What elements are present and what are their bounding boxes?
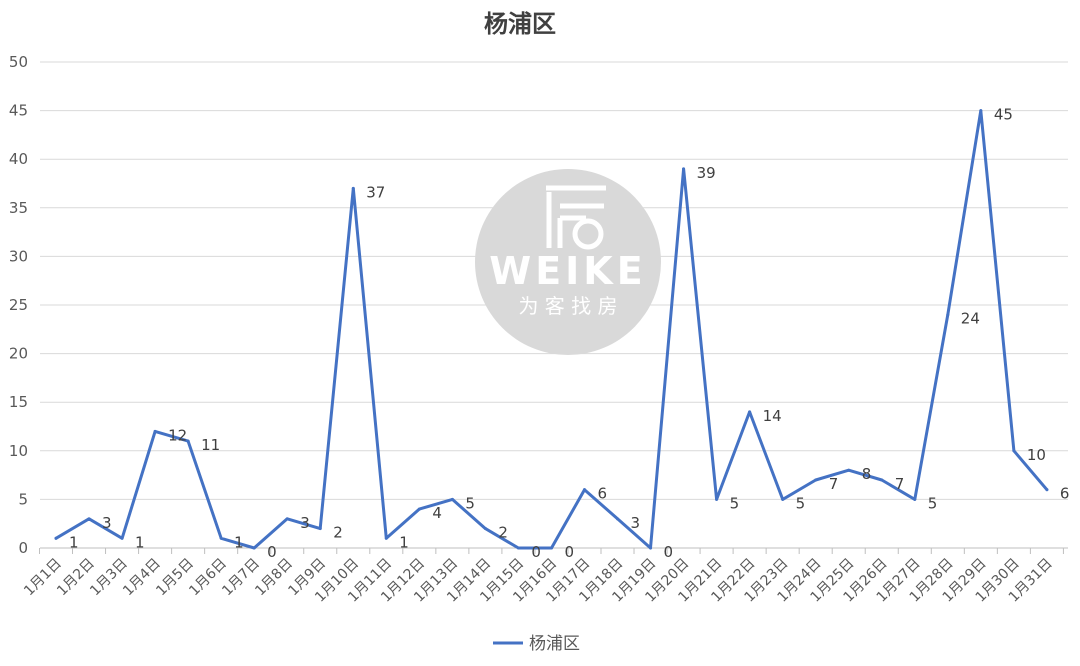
data-point [186,439,190,443]
data-label: 1 [399,533,409,551]
data-label: 10 [1027,446,1046,464]
legend-label: 杨浦区 [529,634,580,654]
data-point [120,536,124,540]
data-point [153,429,157,433]
data-point [616,517,620,521]
y-tick-label: 30 [9,247,28,265]
data-point [748,410,752,414]
data-point [880,478,884,482]
y-tick-label: 25 [9,296,28,314]
data-label: 5 [465,494,475,512]
data-label: 7 [895,475,905,493]
data-point [252,546,256,550]
data-point [318,527,322,531]
data-point [1045,488,1049,492]
data-label: 3 [631,514,641,532]
y-tick-label: 35 [9,199,28,217]
watermark-circle [475,169,661,355]
data-point [913,497,917,501]
data-point [715,497,719,501]
data-point [351,186,355,190]
y-tick-label: 0 [18,539,28,557]
data-label: 1 [69,533,79,551]
data-point [814,478,818,482]
data-label: 7 [829,475,839,493]
y-tick-label: 15 [9,393,28,411]
data-point [1012,449,1016,453]
y-tick-label: 45 [9,102,28,120]
data-point [87,517,91,521]
data-point [781,497,785,501]
data-label: 8 [862,465,872,483]
x-axis-tick-labels: 1月1日1月2日1月3日1月4日1月5日1月6日1月7日1月8日1月9日1月10… [21,556,1056,606]
data-point [54,536,58,540]
data-point [285,517,289,521]
x-axis-tick-marks [38,548,1064,554]
y-tick-label: 10 [9,442,28,460]
data-label: 0 [531,543,541,561]
data-label: 3 [300,514,310,532]
data-label: 0 [267,543,277,561]
data-point [450,497,454,501]
watermark-brand: WEIKE [489,249,646,293]
data-point [417,507,421,511]
y-tick-label: 5 [18,490,28,508]
data-label: 14 [763,407,782,425]
data-label: 6 [597,485,607,503]
y-tick-label: 20 [9,345,28,363]
data-label: 3 [102,514,112,532]
data-label: 37 [366,183,385,201]
watermark-logo-icon [546,185,606,250]
data-point [979,109,983,113]
data-label: 1 [234,533,244,551]
data-point [946,313,950,317]
data-label: 5 [796,494,806,512]
data-label: 12 [168,426,187,444]
data-label: 24 [961,310,980,328]
data-label: 4 [432,504,442,522]
data-point [582,488,586,492]
series-layer [54,109,1049,550]
data-point [219,536,223,540]
data-label: 0 [664,543,674,561]
legend: 杨浦区 [493,634,580,654]
data-point [649,546,653,550]
weike-watermark: WEIKE 为 客 找 房 [475,169,661,355]
data-point [549,546,553,550]
watermark-tagline: 为 客 找 房 [518,294,617,318]
data-point [384,536,388,540]
data-label: 1 [135,533,145,551]
data-label: 39 [697,164,716,182]
data-label: 2 [333,524,343,542]
data-label: 5 [730,494,740,512]
data-label: 2 [498,524,508,542]
data-label: 45 [994,106,1013,124]
data-point [847,468,851,472]
data-point [516,546,520,550]
data-label: 0 [564,543,574,561]
data-label: 5 [928,494,938,512]
y-tick-label: 40 [9,150,28,168]
data-point [682,167,686,171]
data-label: 11 [201,436,220,454]
y-tick-label: 50 [9,53,28,71]
y-axis-tick-labels: 0 5 10 15 20 25 30 35 40 45 50 [9,53,28,557]
data-label: 6 [1060,485,1070,503]
data-point [483,527,487,531]
chart-title: 杨浦区 [484,10,556,38]
